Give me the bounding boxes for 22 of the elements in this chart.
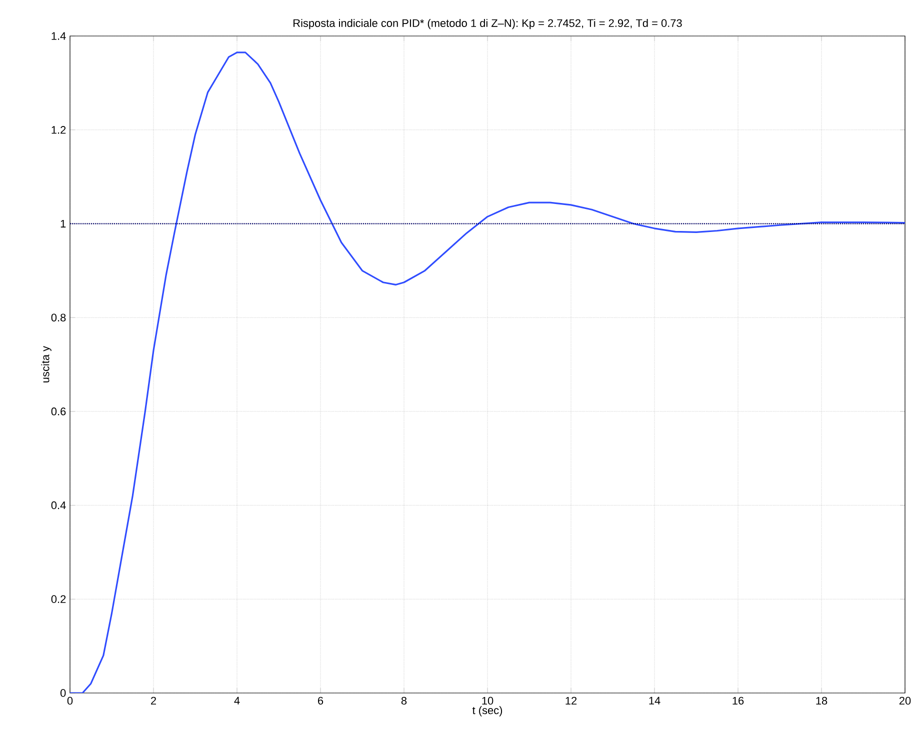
chart-title: Risposta indiciale con PID* (metodo 1 di Z–N): Kp = 2.7452, Ti = 2.92, Td = 0.73 — [294, 18, 682, 30]
y-axis-title: uscita y — [41, 346, 52, 382]
y-tick-label: 1.4 — [52, 32, 66, 40]
y-tick-label: 0.4 — [51, 501, 66, 510]
x-tick-label: 4 — [234, 696, 240, 704]
y-tick-label: 0.6 — [51, 408, 66, 416]
y-tick-label: 0.2 — [51, 595, 66, 604]
x-tick-label: 8 — [401, 696, 407, 705]
x-tick-label: 18 — [816, 696, 828, 705]
y-tick-label: 1 — [60, 220, 66, 228]
y-tick-label: 0.8 — [51, 314, 66, 322]
x-tick-label: 20 — [899, 696, 911, 705]
y-tick-label: 0 — [60, 689, 66, 697]
x-tick-label: 0 — [67, 696, 73, 705]
x-axis-title: t (sec) — [472, 706, 502, 716]
x-tick-label: 10 — [482, 696, 494, 705]
x-tick-label: 14 — [649, 696, 660, 704]
x-tick-label: 6 — [318, 696, 324, 705]
y-tick-label: 1.2 — [52, 126, 66, 134]
x-tick-label: 16 — [732, 696, 744, 705]
x-tick-label: 2 — [151, 696, 156, 705]
x-tick-label: 12 — [566, 696, 577, 705]
